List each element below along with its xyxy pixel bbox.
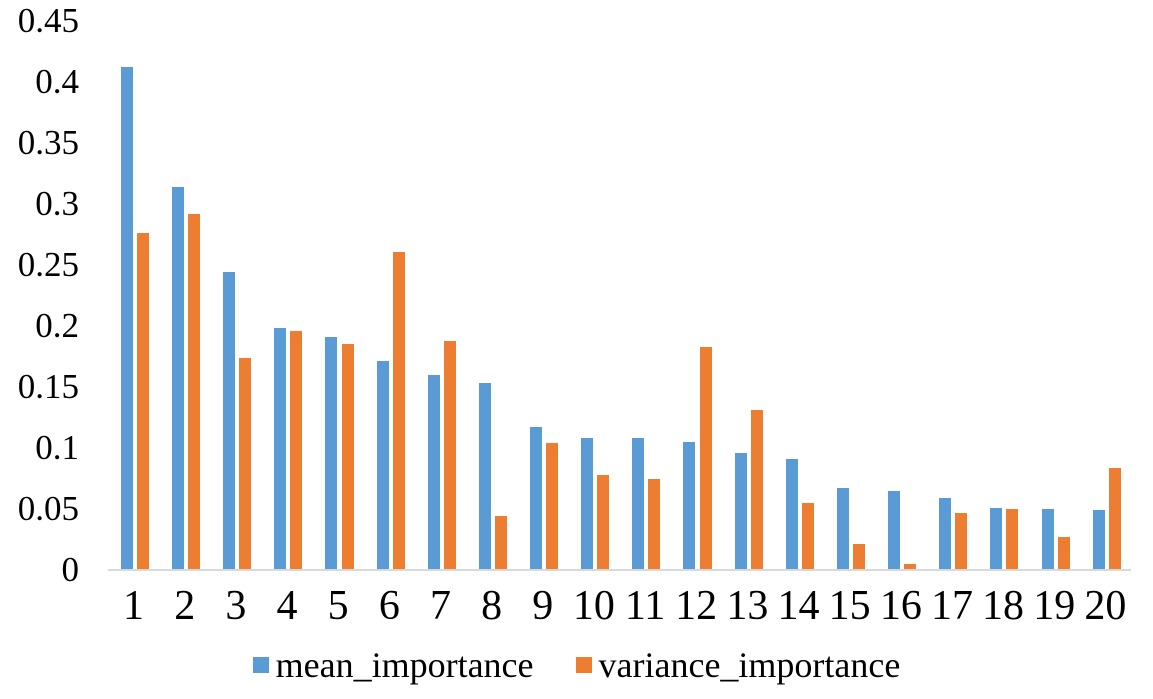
x-tick-label-17: 17: [930, 583, 973, 629]
bar-variance_importance-12: [699, 346, 712, 570]
bar-mean_importance-9: [530, 427, 542, 570]
x-tick-label-15: 15: [828, 583, 871, 629]
bar-mean_importance-18: [990, 507, 1003, 570]
bar-mean_importance-13: [734, 452, 747, 570]
y-tick-label-0.25: 0.25: [17, 245, 79, 284]
x-axis-line: [108, 569, 1131, 571]
x-tick-label-14: 14: [777, 583, 820, 629]
x-tick-label-5: 5: [327, 583, 349, 629]
bar-variance_importance-17: [955, 512, 968, 570]
bar-mean_importance-15: [836, 488, 849, 570]
legend-label-mean-importance: mean_importance: [275, 645, 534, 685]
bar-mean_importance-11: [632, 438, 645, 570]
bar-variance_importance-15: [853, 544, 865, 570]
x-tick-label-18: 18: [982, 583, 1025, 629]
bar-mean_importance-3: [223, 272, 236, 570]
bar-variance_importance-7: [443, 340, 456, 570]
legend: mean_importance variance_importance: [0, 641, 1153, 689]
bar-mean_importance-4: [274, 328, 287, 570]
x-tick-label-8: 8: [481, 583, 503, 629]
y-tick-label-0.35: 0.35: [17, 123, 79, 162]
bar-variance_importance-11: [648, 478, 661, 570]
x-tick-label-7: 7: [429, 583, 451, 629]
y-tick-label-0.45: 0.45: [17, 1, 79, 40]
legend-swatch-mean-importance-icon: [252, 657, 269, 673]
y-axis: 0.45 0.4 0.35 0.3 0.25 0.2 0.15 0.1 0.05 0: [0, 0, 79, 699]
x-tick-label-20: 20: [1084, 583, 1127, 629]
bar-mean_importance-2: [171, 186, 184, 570]
legend-item-variance-importance: variance_importance: [575, 641, 901, 689]
bar-variance_importance-3: [239, 357, 252, 570]
bar-variance_importance-13: [750, 410, 763, 570]
bar-variance_importance-16: [904, 563, 917, 570]
bar-variance_importance-5: [341, 344, 354, 570]
bar-mean_importance-8: [478, 383, 491, 570]
bar-variance_importance-4: [290, 330, 303, 570]
plot-area: [108, 21, 1131, 570]
x-tick-label-2: 2: [174, 583, 196, 629]
bar-variance_importance-1: [136, 233, 149, 570]
bar-variance_importance-2: [188, 213, 200, 570]
bar-mean_importance-20: [1092, 510, 1105, 570]
bar-mean_importance-1: [120, 67, 133, 570]
bar-mean_importance-19: [1041, 509, 1054, 570]
y-tick-label-0.2: 0.2: [35, 306, 79, 345]
x-tick-label-6: 6: [378, 583, 400, 629]
bar-variance_importance-6: [392, 251, 405, 570]
x-tick-label-12: 12: [675, 583, 718, 629]
bar-mean_importance-6: [376, 361, 389, 570]
bar-mean_importance-16: [888, 490, 900, 570]
x-tick-label-9: 9: [532, 583, 554, 629]
bar-mean_importance-12: [683, 441, 696, 570]
legend-item-mean-importance: mean_importance: [252, 641, 534, 689]
y-tick-label-0.1: 0.1: [35, 428, 79, 467]
bar-mean_importance-5: [325, 337, 338, 570]
x-tick-label-19: 19: [1033, 583, 1076, 629]
x-axis: 1 2 3 4 5 6 7 8 9 10 11 12 13 14 15 16 17 18 19 20: [0, 584, 1153, 632]
bar-variance_importance-20: [1108, 467, 1121, 570]
bar-variance_importance-14: [801, 502, 814, 570]
x-tick-label-10: 10: [572, 583, 615, 629]
bar-variance_importance-19: [1057, 537, 1070, 570]
y-tick-label-0.4: 0.4: [35, 62, 79, 101]
y-tick-label-0: 0: [61, 550, 80, 589]
legend-label-variance-importance: variance_importance: [598, 645, 901, 685]
bar-mean_importance-10: [581, 438, 594, 570]
y-tick-label-0.05: 0.05: [17, 489, 79, 528]
x-tick-label-1: 1: [123, 583, 145, 629]
y-tick-label-0.15: 0.15: [17, 367, 79, 406]
x-tick-label-4: 4: [276, 583, 298, 629]
bar-mean_importance-14: [785, 459, 798, 570]
bar-variance_importance-9: [546, 443, 559, 570]
x-tick-label-13: 13: [726, 583, 769, 629]
y-tick-label-0.3: 0.3: [35, 184, 79, 223]
bar-variance_importance-18: [1006, 509, 1019, 570]
x-tick-label-11: 11: [624, 583, 666, 629]
bar-mean_importance-7: [427, 374, 440, 570]
bar-variance_importance-8: [494, 516, 507, 570]
x-tick-label-3: 3: [225, 583, 247, 629]
bar-mean_importance-17: [939, 498, 952, 570]
legend-swatch-variance-importance-icon: [575, 657, 592, 673]
x-tick-label-16: 16: [879, 583, 922, 629]
bar-variance_importance-10: [597, 474, 610, 570]
